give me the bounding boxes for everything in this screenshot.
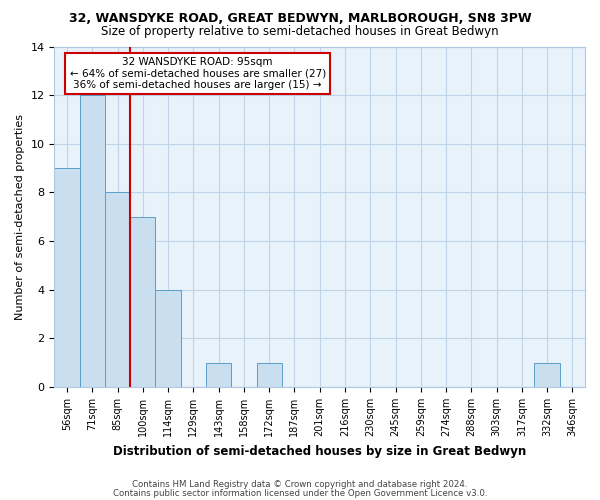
- Text: 32, WANSDYKE ROAD, GREAT BEDWYN, MARLBOROUGH, SN8 3PW: 32, WANSDYKE ROAD, GREAT BEDWYN, MARLBOR…: [68, 12, 532, 26]
- Text: Contains public sector information licensed under the Open Government Licence v3: Contains public sector information licen…: [113, 488, 487, 498]
- Bar: [105, 192, 130, 387]
- Bar: [55, 168, 80, 387]
- Y-axis label: Number of semi-detached properties: Number of semi-detached properties: [15, 114, 25, 320]
- Bar: [206, 362, 231, 387]
- Text: Size of property relative to semi-detached houses in Great Bedwyn: Size of property relative to semi-detach…: [101, 25, 499, 38]
- Bar: [257, 362, 282, 387]
- Bar: [80, 95, 105, 387]
- X-axis label: Distribution of semi-detached houses by size in Great Bedwyn: Distribution of semi-detached houses by …: [113, 444, 526, 458]
- Bar: [130, 217, 155, 387]
- Text: Contains HM Land Registry data © Crown copyright and database right 2024.: Contains HM Land Registry data © Crown c…: [132, 480, 468, 489]
- Text: 32 WANSDYKE ROAD: 95sqm
← 64% of semi-detached houses are smaller (27)
36% of se: 32 WANSDYKE ROAD: 95sqm ← 64% of semi-de…: [70, 56, 326, 90]
- Bar: [535, 362, 560, 387]
- Bar: [155, 290, 181, 387]
